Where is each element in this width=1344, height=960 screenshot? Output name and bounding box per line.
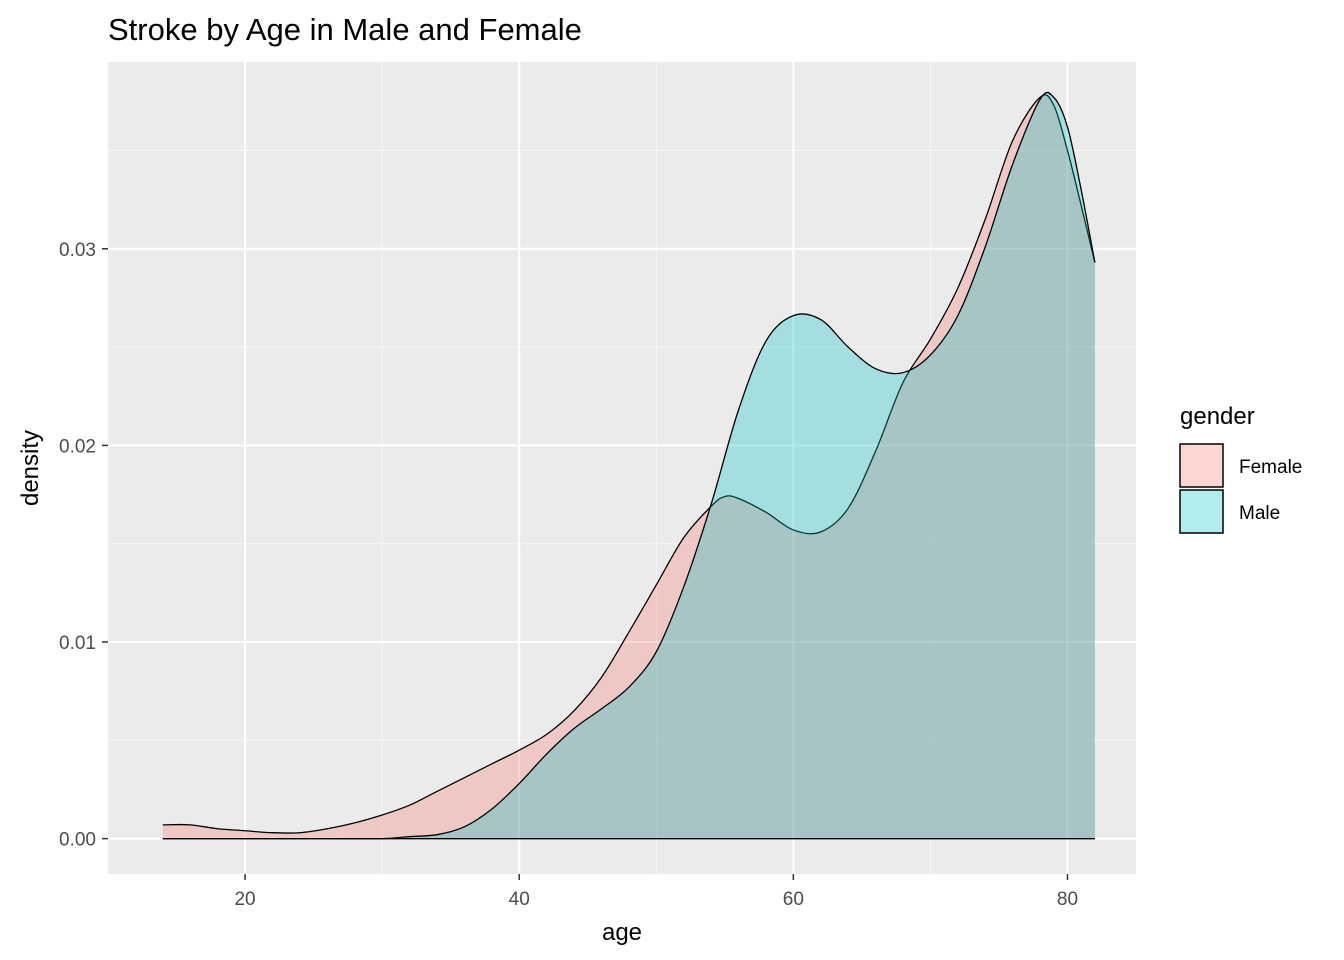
major-gridlines (108, 62, 1136, 874)
density-areas (162, 91, 1096, 840)
series-female-line (162, 94, 1096, 834)
legend-female-key (1179, 443, 1224, 488)
series-male-line (162, 91, 1096, 840)
x-axis-title: age (602, 919, 642, 946)
plot-panel (108, 62, 1136, 874)
y-axis-title: density (17, 430, 44, 506)
y-tick-label: 0.00 (59, 830, 96, 851)
x-tick-label: 20 (234, 889, 255, 910)
legend-title: gender (1180, 403, 1255, 430)
legend-male-label: Male (1239, 503, 1280, 524)
legend-female-key-bg (1180, 444, 1223, 487)
y-tick-label: 0.01 (59, 633, 96, 654)
x-axis-ticks: 20 40 60 80 (234, 874, 1078, 910)
minor-gridlines (107, 62, 1136, 874)
y-axis-ticks: 0.00 0.01 0.02 0.03 (59, 240, 108, 851)
legend-male-key (1179, 489, 1224, 534)
y-tick-label: 0.02 (59, 436, 96, 457)
legend-male-key-bg (1180, 490, 1223, 533)
x-tick-label: 80 (1057, 889, 1078, 910)
y-tick-label: 0.03 (59, 240, 96, 261)
legend: gender Female Male (1179, 403, 1302, 534)
chart-title: Stroke by Age in Male and Female (108, 12, 582, 47)
series-female-area (162, 94, 1095, 839)
x-tick-label: 40 (509, 889, 530, 910)
series-male-area (162, 92, 1095, 839)
x-tick-label: 60 (783, 889, 804, 910)
legend-female-label: Female (1239, 457, 1302, 478)
